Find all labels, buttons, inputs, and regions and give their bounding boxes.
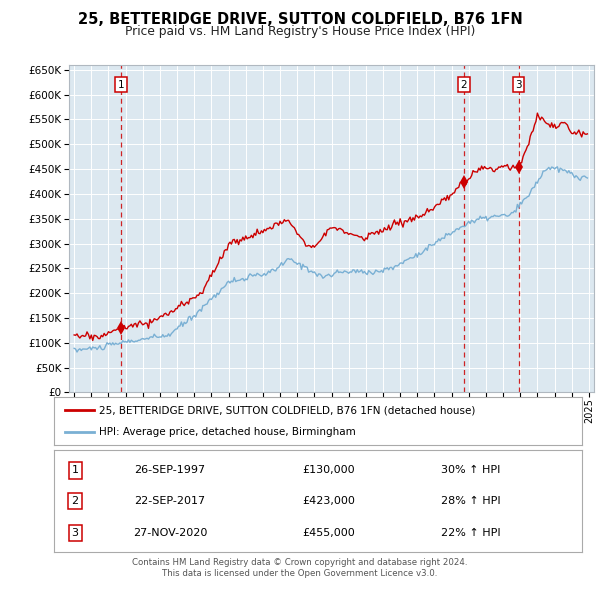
- Text: 22% ↑ HPI: 22% ↑ HPI: [442, 529, 501, 539]
- Text: 2: 2: [461, 80, 467, 90]
- Text: 28% ↑ HPI: 28% ↑ HPI: [442, 496, 501, 506]
- Text: 26-SEP-1997: 26-SEP-1997: [134, 466, 206, 476]
- Text: 25, BETTERIDGE DRIVE, SUTTON COLDFIELD, B76 1FN (detached house): 25, BETTERIDGE DRIVE, SUTTON COLDFIELD, …: [99, 405, 475, 415]
- Text: Contains HM Land Registry data © Crown copyright and database right 2024.: Contains HM Land Registry data © Crown c…: [132, 558, 468, 566]
- Text: 30% ↑ HPI: 30% ↑ HPI: [442, 466, 501, 476]
- Text: 25, BETTERIDGE DRIVE, SUTTON COLDFIELD, B76 1FN: 25, BETTERIDGE DRIVE, SUTTON COLDFIELD, …: [77, 12, 523, 27]
- Text: HPI: Average price, detached house, Birmingham: HPI: Average price, detached house, Birm…: [99, 427, 356, 437]
- Text: 27-NOV-2020: 27-NOV-2020: [133, 529, 208, 539]
- Text: 2: 2: [71, 496, 79, 506]
- Text: This data is licensed under the Open Government Licence v3.0.: This data is licensed under the Open Gov…: [163, 569, 437, 578]
- Text: £455,000: £455,000: [302, 529, 355, 539]
- Text: 1: 1: [71, 466, 79, 476]
- Text: 3: 3: [515, 80, 522, 90]
- Text: 22-SEP-2017: 22-SEP-2017: [134, 496, 206, 506]
- Text: £423,000: £423,000: [302, 496, 355, 506]
- Text: 3: 3: [71, 529, 79, 539]
- Text: Price paid vs. HM Land Registry's House Price Index (HPI): Price paid vs. HM Land Registry's House …: [125, 25, 475, 38]
- Text: £130,000: £130,000: [302, 466, 355, 476]
- Text: 1: 1: [118, 80, 124, 90]
